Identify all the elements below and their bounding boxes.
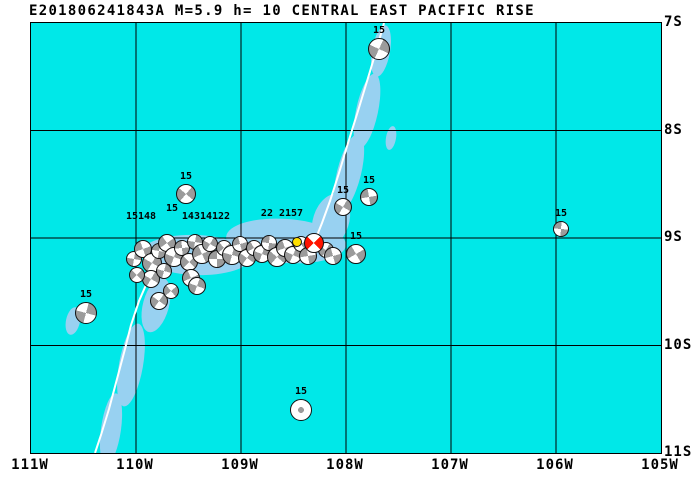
beachball-mechanism (290, 399, 312, 421)
event-label: 15 (79, 289, 93, 300)
lon-label-111w: 111W (11, 457, 49, 473)
graticule-grid (31, 23, 661, 453)
event-label: 15 (372, 25, 386, 36)
figure-title: E201806241843A M=5.9 h= 10 CENTRAL EAST … (29, 3, 535, 19)
lon-label-106w: 106W (536, 457, 574, 473)
lon-label-108w: 108W (326, 457, 364, 473)
beachball-mechanism (176, 184, 196, 204)
beachball-mechanism (334, 198, 352, 216)
event-label: 15 (554, 208, 568, 219)
event-label: 14314122 (181, 211, 231, 222)
beachball-mechanism (163, 283, 179, 299)
event-label: 15 (362, 175, 376, 186)
event-label: 15 (349, 231, 363, 242)
beachball-mechanism (553, 221, 569, 237)
beachball-mechanism (368, 38, 390, 60)
event-label: 15 (165, 203, 179, 214)
lon-label-105w: 105W (641, 457, 679, 473)
event-layer: 15 15 15 15 15 15 15 15 15148 15 14314122 22 2157 (31, 23, 661, 453)
beachball-mechanism (150, 292, 168, 310)
event-label: 22 2157 (260, 208, 304, 219)
event-label: 15 (294, 386, 308, 397)
lat-label-8s: 8S (664, 122, 683, 138)
main-event-beachball (304, 233, 324, 253)
lat-label-9s: 9S (664, 229, 683, 245)
lon-label-110w: 110W (116, 457, 154, 473)
beachball-mechanism (346, 244, 366, 264)
beachball-mechanism (360, 188, 378, 206)
plate-boundary-line (94, 277, 150, 453)
beachball-mechanism (129, 267, 145, 283)
beachball-mechanism (156, 263, 172, 279)
lat-label-7s: 7S (664, 14, 683, 30)
beachball-mechanism (188, 277, 206, 295)
beachball-mechanism (324, 247, 342, 265)
lon-label-107w: 107W (431, 457, 469, 473)
event-label: 15 (336, 185, 350, 196)
lon-label-109w: 109W (221, 457, 259, 473)
highlight-event-marker (292, 237, 302, 247)
event-label: 15 (179, 171, 193, 182)
event-label: 15148 (125, 211, 157, 222)
beachball-mechanism (75, 302, 97, 324)
map-frame: 15 15 15 15 15 15 15 15 15148 15 14314122 22 2157 (30, 22, 662, 454)
lat-label-11s: 11S (664, 444, 693, 460)
lat-label-10s: 10S (664, 337, 693, 353)
